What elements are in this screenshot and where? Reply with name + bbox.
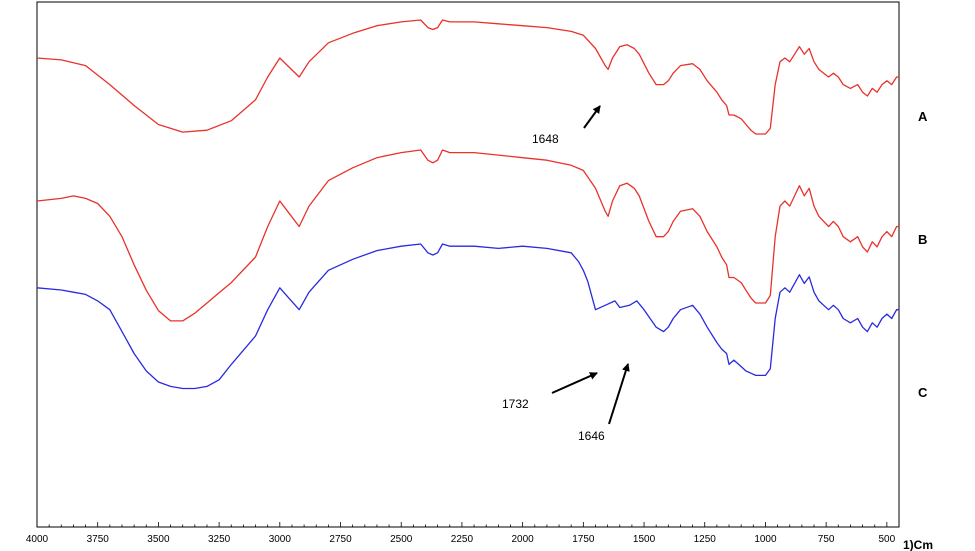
series-label-b: B — [918, 232, 927, 247]
x-tick-label: 750 — [818, 534, 835, 545]
x-tick-label: 2250 — [451, 534, 474, 545]
series-labels: A B C — [918, 109, 928, 400]
x-tick-label: 3000 — [269, 534, 292, 545]
annotation-arrow-1732 — [551, 372, 598, 394]
plot-area — [36, 1, 900, 528]
x-tick-label: 4000 — [26, 534, 49, 545]
series-layer — [36, 19, 899, 390]
x-tick-label: 2000 — [512, 534, 535, 545]
x-tick-label: 3500 — [147, 534, 170, 545]
x-tick-label: 2750 — [329, 534, 352, 545]
x-tick-label: 1500 — [633, 534, 656, 545]
annotation-layer: 1648 1732 1646 — [502, 105, 630, 443]
x-tick-label: 3250 — [208, 534, 231, 545]
series-line-b — [36, 149, 899, 322]
x-tick-label: 1000 — [754, 534, 777, 545]
series-line-c — [36, 243, 899, 390]
annotation-label-1732: 1732 — [502, 397, 529, 411]
annotation-arrow-1646 — [608, 363, 630, 425]
x-tick-label: 1750 — [572, 534, 595, 545]
x-axis-unit-label: 1)Cm — [903, 538, 933, 551]
series-line-a — [36, 19, 899, 135]
x-tick-label: 3750 — [87, 534, 110, 545]
x-axis: 4000 3750 3500 3250 3000 2750 2500 2250 2000 1750… — [26, 522, 900, 545]
annotation-label-1648: 1648 — [532, 132, 559, 146]
annotation-label-1646: 1646 — [578, 429, 605, 443]
annotation-arrow-1648 — [583, 105, 601, 129]
series-label-c: C — [918, 385, 928, 400]
x-tick-label: 500 — [879, 534, 896, 545]
series-label-a: A — [918, 109, 928, 124]
x-tick-label: 1250 — [694, 534, 717, 545]
x-tick-label: 2500 — [390, 534, 413, 545]
